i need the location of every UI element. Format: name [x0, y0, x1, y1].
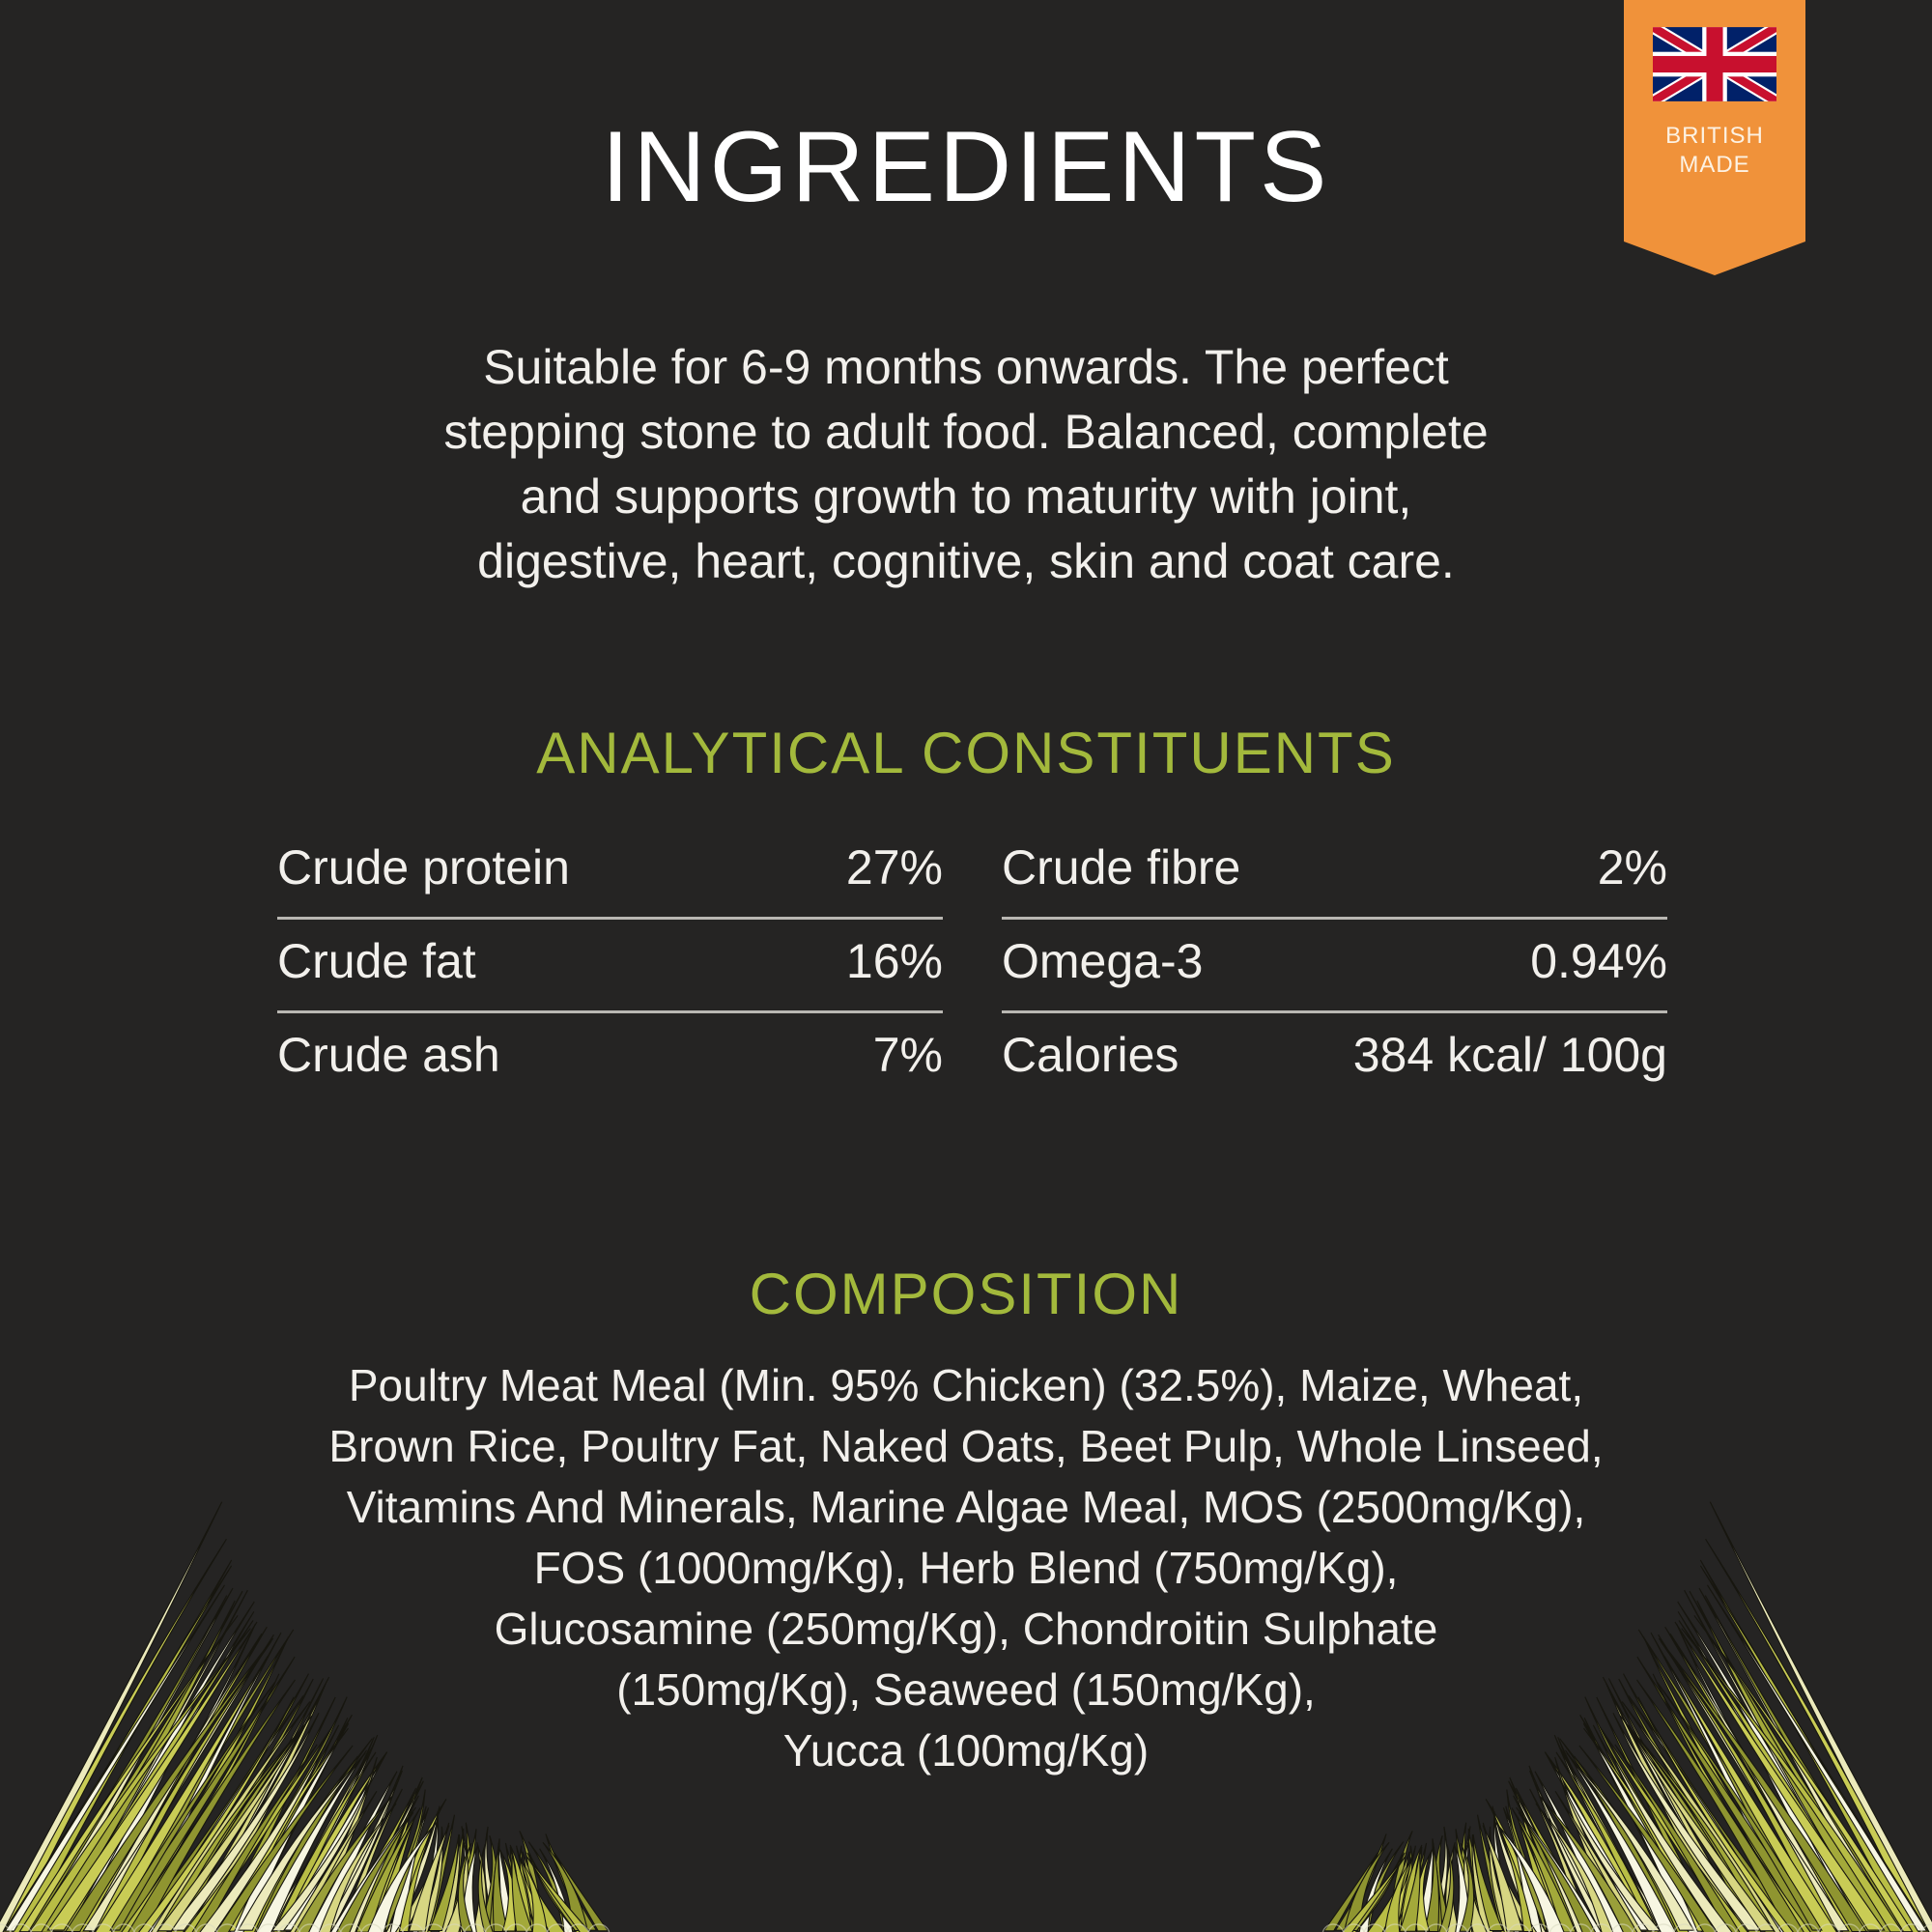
svg-text:MADE: MADE: [1679, 152, 1749, 178]
svg-text:BRITISH: BRITISH: [1665, 123, 1764, 149]
